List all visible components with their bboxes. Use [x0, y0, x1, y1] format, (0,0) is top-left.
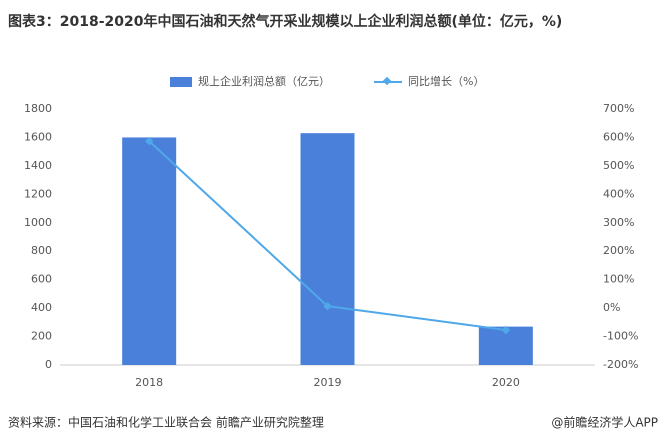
- credit: @前瞻经济学人APP: [551, 415, 658, 430]
- y-tick-label: 1200: [24, 187, 52, 200]
- bar: [300, 133, 355, 365]
- y2-tick-label: 100%: [603, 273, 634, 286]
- x-tick-label: 2020: [492, 376, 520, 389]
- y-tick-label: 1800: [24, 102, 52, 115]
- y2-tick-label: 600%: [603, 130, 634, 143]
- y2-tick-label: -200%: [603, 358, 638, 371]
- y2-tick-label: 500%: [603, 159, 634, 172]
- y-tick-label: 400: [31, 301, 52, 314]
- y2-tick-label: 400%: [603, 187, 634, 200]
- y-tick-label: 1000: [24, 216, 52, 229]
- point: [501, 325, 511, 335]
- legend-label: 规上企业利润总额（亿元）: [198, 74, 330, 88]
- point: [323, 301, 332, 311]
- y-tick-label: 200: [31, 330, 52, 343]
- legend-marker: [382, 76, 392, 86]
- x-tick-label: 2018: [135, 376, 163, 389]
- chart-title: 图表3：2018-2020年中国石油和天然气开采业规模以上企业利润总额(单位：亿…: [8, 13, 562, 30]
- y-tick-label: 600: [31, 273, 52, 286]
- legend-label: 同比增长（%）: [408, 74, 484, 88]
- point: [144, 136, 154, 146]
- y-tick-label: 1400: [24, 159, 52, 172]
- y-tick-label: 0: [45, 358, 52, 371]
- y2-tick-label: -100%: [603, 330, 638, 343]
- y-tick-label: 800: [31, 244, 52, 257]
- y-tick-label: 1600: [24, 130, 52, 143]
- y2-tick-label: 700%: [603, 102, 634, 115]
- y2-tick-label: 300%: [603, 216, 634, 229]
- legend-swatch: [170, 77, 192, 87]
- y2-tick-label: 200%: [603, 244, 634, 257]
- source: 资料来源：中国石油和化学工业联合会 前瞻产业研究院整理: [8, 415, 324, 430]
- bar: [122, 137, 177, 365]
- y2-tick-label: 0%: [603, 301, 620, 314]
- x-tick-label: 2019: [314, 376, 342, 389]
